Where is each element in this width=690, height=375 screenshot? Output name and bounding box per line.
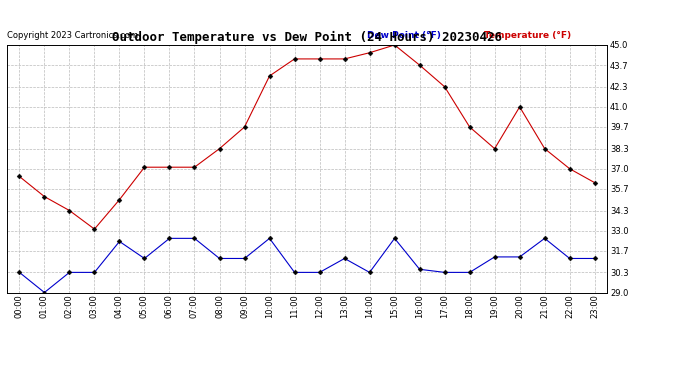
Text: Temperature (°F): Temperature (°F) xyxy=(484,32,571,40)
Text: Dew Point (°F): Dew Point (°F) xyxy=(367,32,441,40)
Title: Outdoor Temperature vs Dew Point (24 Hours) 20230426: Outdoor Temperature vs Dew Point (24 Hou… xyxy=(112,31,502,44)
Text: Copyright 2023 Cartronics.com: Copyright 2023 Cartronics.com xyxy=(7,32,138,40)
